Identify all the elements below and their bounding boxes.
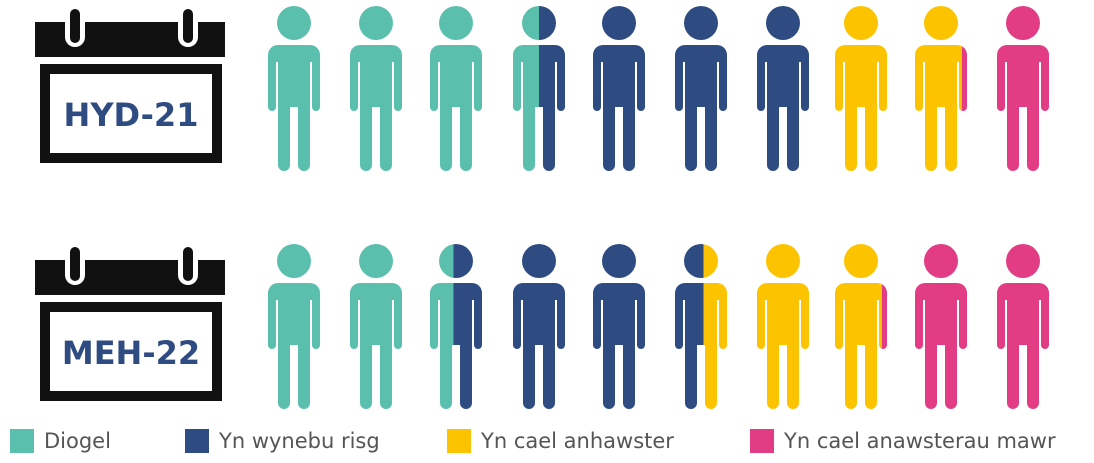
calendar-ring: [70, 9, 80, 43]
pictogram-segment: [703, 244, 882, 409]
pictogram-segment: [961, 6, 1049, 171]
pictogram-segment: [268, 244, 454, 409]
legend-swatch: [750, 429, 774, 453]
calendar: HYD-21: [35, 5, 225, 163]
legend-swatch: [447, 429, 471, 453]
legend-label: Yn cael anawsterau mawr: [783, 429, 1056, 453]
pictogram-segment: [268, 6, 539, 171]
legend-swatch: [10, 429, 34, 453]
calendar-ring: [70, 247, 80, 281]
people-row: [268, 6, 1049, 171]
calendar-label: HYD-21: [64, 96, 199, 134]
pictogram-segment: [835, 6, 962, 171]
calendar-box: [40, 302, 222, 401]
people-row: [268, 244, 1049, 409]
legend-swatch: [185, 429, 209, 453]
legend-label: Yn wynebu risg: [218, 429, 380, 453]
calendar-label: MEH-22: [62, 334, 200, 372]
legend-label: Diogel: [44, 429, 111, 453]
legend-label: Yn cael anhawster: [480, 429, 674, 453]
calendar-box: [40, 64, 222, 163]
pictogram-segment: [881, 244, 1049, 409]
pictogram-segment: [539, 6, 835, 171]
pictogram-segment: [453, 244, 704, 409]
calendar-ring: [183, 247, 193, 281]
calendar-ring: [183, 9, 193, 43]
calendar: MEH-22: [35, 243, 225, 401]
